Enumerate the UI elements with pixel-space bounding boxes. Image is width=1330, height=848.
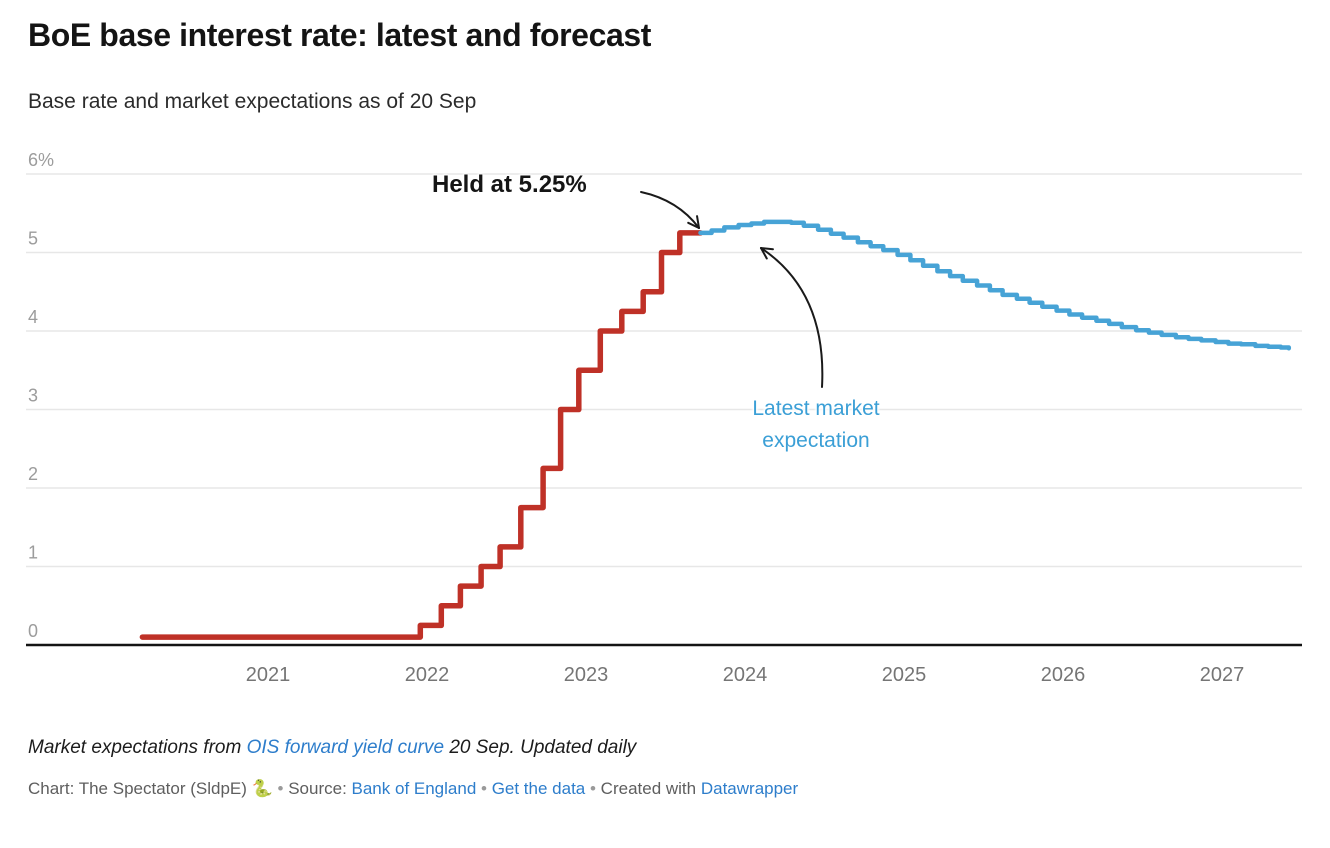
separator-dot: •	[476, 779, 492, 798]
annotation-latest-market-expectation: Latest market expectation	[752, 397, 880, 452]
annotation-held-at-5-25: Held at 5.25%	[432, 171, 587, 198]
byline: Chart: The Spectator (SldpE) 🐍 • Source:…	[28, 779, 798, 799]
chart-plot-area: 6% 5 4 3 2 1 0 2021 2022 2023 2024 2025 2026 2027	[26, 150, 1302, 686]
held-arrowhead	[696, 215, 700, 229]
expectation-arrow	[760, 247, 824, 388]
y-tick-label-6%: 6%	[28, 150, 54, 170]
y-tick-label-0: 0	[28, 621, 38, 641]
separator-dot: •	[585, 779, 601, 798]
source-label: Source:	[288, 779, 352, 798]
page-title: BoE base interest rate: latest and forec…	[28, 17, 652, 53]
bank-of-england-link[interactable]: Bank of England	[351, 779, 477, 798]
y-tick-label-2: 2	[28, 464, 38, 484]
x-tick-label-2026: 2026	[1041, 664, 1086, 686]
y-tick-label-5: 5	[28, 229, 38, 249]
held-arrow	[640, 191, 700, 229]
x-tick-label-2021: 2021	[246, 664, 291, 686]
expectation-arrowhead	[760, 247, 774, 251]
base-rate-line	[139, 230, 704, 640]
y-tick-label-3: 3	[28, 386, 38, 406]
footnote: Market expectations from OIS forward yie…	[28, 737, 636, 759]
snake-emoji: 🐍	[251, 779, 273, 798]
chart-credit: Chart: The Spectator (SldpE)	[28, 779, 252, 798]
y-tick-label-4: 4	[28, 307, 38, 327]
datawrapper-link[interactable]: Datawrapper	[700, 779, 799, 798]
x-tick-label-2025: 2025	[882, 664, 927, 686]
ois-forward-yield-curve-link[interactable]: OIS forward yield curve	[246, 737, 445, 758]
x-tick-label-2024: 2024	[723, 664, 768, 686]
created-with-label: Created with	[600, 779, 701, 798]
chart-subtitle: Base rate and market expectations as of …	[28, 90, 477, 113]
footnote-text-2: 20 Sep. Updated daily	[444, 737, 637, 758]
x-tick-label-2022: 2022	[405, 664, 450, 686]
y-tick-label-1: 1	[28, 543, 38, 563]
x-tick-label-2023: 2023	[564, 664, 609, 686]
footnote-text-1: Market expectations from	[28, 737, 247, 758]
x-tick-label-2027: 2027	[1200, 664, 1245, 686]
get-the-data-link[interactable]: Get the data	[491, 779, 586, 798]
expectation-arrowhead	[760, 247, 768, 260]
held-arrowhead	[687, 221, 700, 229]
separator-dot: •	[272, 779, 289, 798]
market-expectation-line	[698, 219, 1292, 351]
